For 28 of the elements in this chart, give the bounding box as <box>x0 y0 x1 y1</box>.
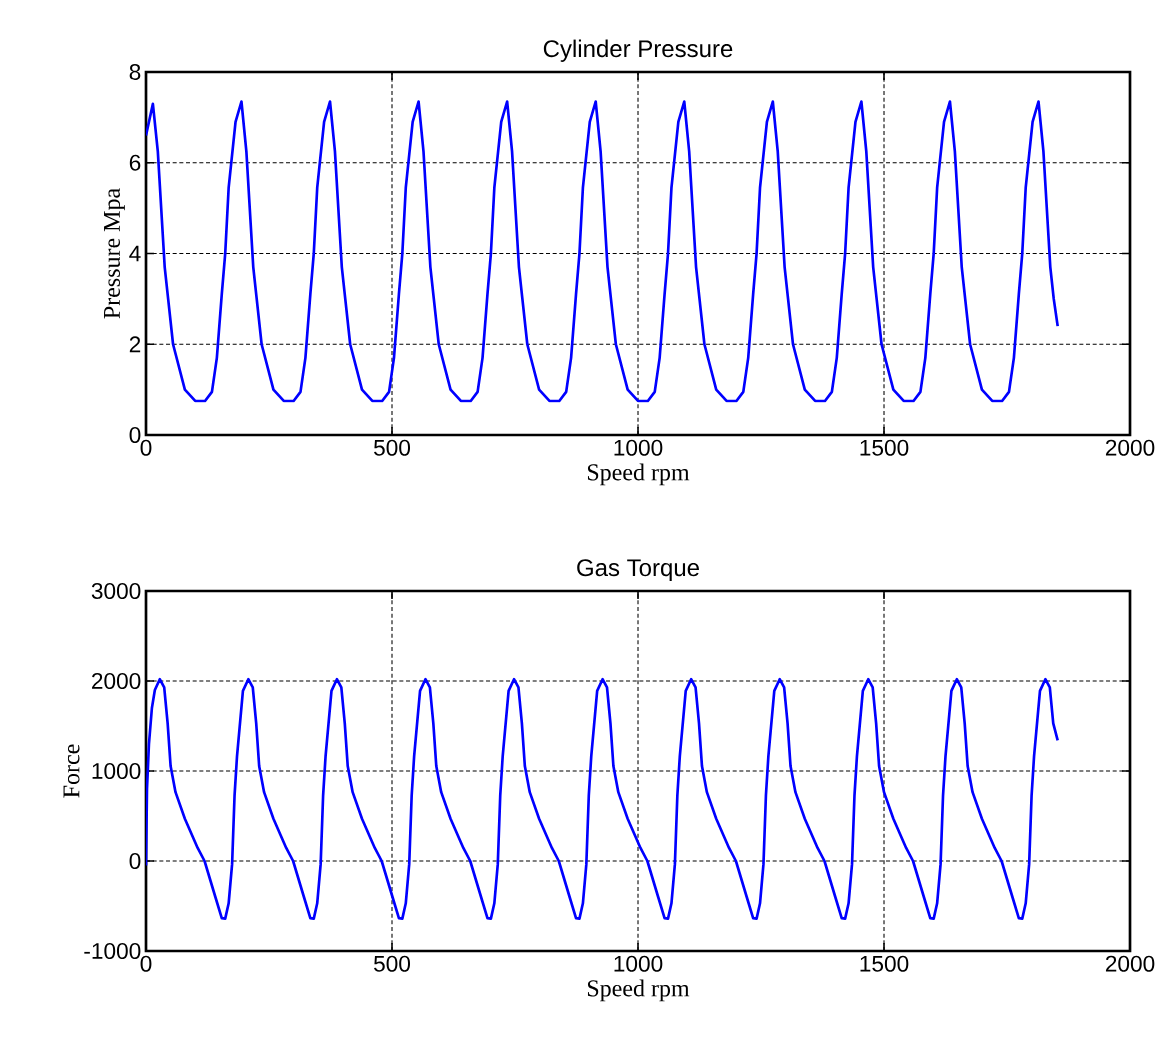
y-tick-label: 2 <box>129 336 141 353</box>
x-tick-label: 500 <box>373 955 411 972</box>
x-tick-label: 1500 <box>860 439 909 456</box>
x-tick-label: 2000 <box>1105 955 1155 972</box>
y-tick-label: 0 <box>129 852 141 870</box>
x-tick-label: 500 <box>373 439 411 456</box>
y-tick-label: -1000 <box>84 942 141 960</box>
line-series <box>146 677 1060 920</box>
y-axis-title: Force <box>63 744 80 798</box>
x-tick-label: 1500 <box>860 955 909 972</box>
y-tick-label: 8 <box>129 63 141 81</box>
y-tick-label: 1000 <box>92 762 141 780</box>
x-tick-label: 2000 <box>1105 439 1155 456</box>
y-axis-title: Pressure Mpa <box>104 188 125 319</box>
x-tick-label: 0 <box>140 439 152 456</box>
y-tick-label: 4 <box>129 245 141 262</box>
x-tick-label: 1000 <box>614 439 663 456</box>
x-tick-label: 1000 <box>614 955 663 972</box>
x-axis-title: Speed rpm <box>587 979 690 1002</box>
y-tick-label: 3000 <box>91 582 141 600</box>
x-axis-title: Speed rpm <box>587 463 690 486</box>
y-tick-label: 2000 <box>92 672 141 690</box>
chart-title: Cylinder Pressure <box>543 39 733 62</box>
x-tick-label: 0 <box>140 955 152 972</box>
line-series <box>146 100 1060 403</box>
y-tick-label: 0 <box>129 426 141 444</box>
chart-title: Gas Torque <box>577 559 699 581</box>
y-tick-label: 6 <box>129 154 141 171</box>
